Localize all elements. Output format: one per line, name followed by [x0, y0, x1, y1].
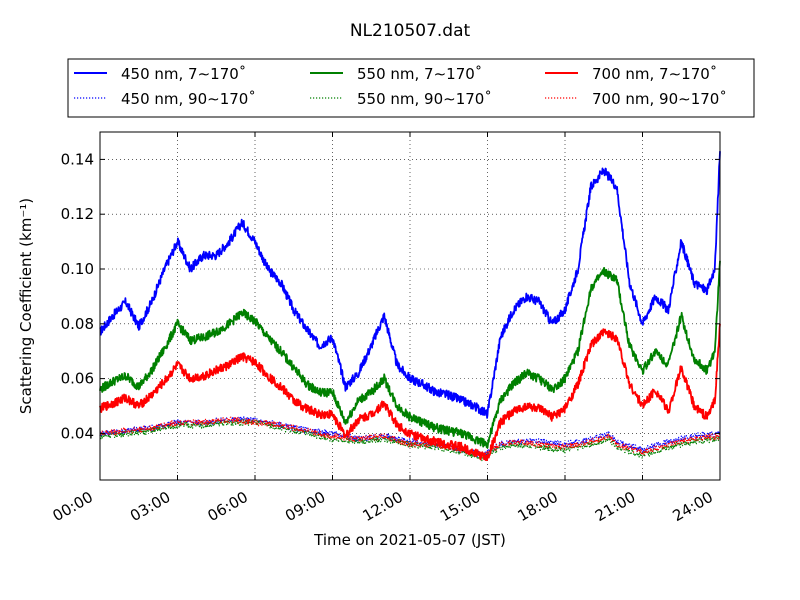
ticks: [99, 132, 721, 480]
grid: [99, 132, 721, 480]
y-tick-label: 0.10: [61, 260, 94, 278]
series-line-700-nm-7-170: [99, 323, 721, 462]
x-axis-label: Time on 2021-05-07 (JST): [313, 531, 506, 549]
y-tick-label: 0.14: [61, 150, 94, 168]
legend: 450 nm, 7∼170˚ 550 nm, 7∼170˚ 700 nm, 7∼17…: [67, 58, 755, 118]
series-line-550-nm-90-170-dotted: [99, 418, 721, 462]
y-tick-label: 0.06: [61, 370, 94, 388]
legend-label: 550 nm, 90∼170˚: [357, 90, 492, 108]
legend-box: [67, 58, 755, 118]
series-line-700-nm-90-170-dotted: [99, 416, 721, 458]
legend-label: 450 nm, 90∼170˚: [121, 90, 256, 108]
chart-title: NL210507.dat: [350, 21, 471, 41]
legend-label: 700 nm, 7∼170˚: [592, 65, 717, 83]
series-group: [99, 151, 721, 462]
legend-label: 450 nm, 7∼170˚: [121, 65, 246, 83]
legend-label: 550 nm, 7∼170˚: [357, 65, 482, 83]
series-line-550-nm-7-170: [99, 260, 721, 449]
y-tick-label: 0.04: [61, 424, 94, 442]
y-tick-label: 0.08: [61, 315, 94, 333]
series-line-450-nm-7-170: [99, 151, 721, 419]
y-tick-label: 0.12: [61, 205, 94, 223]
y-axis-label: Scattering Coefficient (km⁻¹): [17, 198, 35, 414]
legend-label: 700 nm, 90∼170˚: [592, 90, 727, 108]
